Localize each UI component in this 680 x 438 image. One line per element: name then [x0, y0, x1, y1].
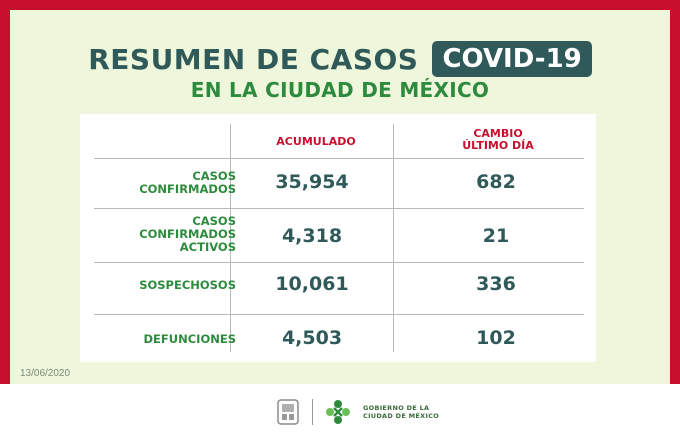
row-label-line: DEFUNCIONES — [143, 332, 236, 346]
column-header-cambio: CAMBIO ÚLTIMO DÍA — [438, 128, 558, 152]
row-label-defunciones: DEFUNCIONES — [144, 333, 236, 346]
row-divider — [94, 158, 584, 159]
cambio-casos-activos: 21 — [482, 225, 510, 247]
column-divider — [393, 124, 394, 352]
acumulado-casos-confirmados: 35,954 — [275, 171, 349, 193]
cambio-sospechosos: 336 — [476, 273, 516, 295]
row-label-sospechosos: SOSPECHOSOS — [139, 279, 236, 292]
column-header-cambio-line2: ÚLTIMO DÍA — [462, 139, 534, 152]
row-label-casos-activos: CASOS CONFIRMADOS ACTIVOS — [139, 215, 236, 254]
infographic-panel: RESUMEN DE CASOS COVID-19 EN LA CIUDAD D… — [10, 10, 670, 384]
row-divider — [94, 208, 584, 209]
cdmx-logo-icon — [326, 400, 350, 424]
column-divider — [230, 124, 231, 352]
cambio-casos-confirmados: 682 — [476, 171, 516, 193]
cases-table: ACUMULADO CAMBIO ÚLTIMO DÍA CASOS CONFIR… — [80, 114, 596, 362]
logo-separator — [312, 399, 313, 425]
row-divider — [94, 262, 584, 263]
report-date: 13/06/2020 — [20, 368, 71, 379]
gov-text-line: GOBIERNO DE LA — [363, 404, 430, 412]
covid-badge: COVID-19 — [432, 41, 592, 77]
row-label-line: CONFIRMADOS — [139, 182, 236, 196]
column-header-acumulado: ACUMULADO — [276, 135, 356, 148]
page-title: RESUMEN DE CASOS — [88, 42, 419, 76]
government-logo-text: GOBIERNO DE LA CIUDAD DE MÉXICO — [363, 404, 439, 420]
title-row: RESUMEN DE CASOS COVID-19 — [10, 40, 670, 78]
cambio-defunciones: 102 — [476, 327, 516, 349]
acumulado-defunciones: 4,503 — [281, 327, 343, 349]
row-label-line: SOSPECHOSOS — [139, 278, 236, 292]
gov-text-line: CIUDAD DE MÉXICO — [363, 412, 440, 420]
row-label-line: CONFIRMADOS — [139, 227, 236, 241]
row-divider — [94, 314, 584, 315]
footer-logos: GOBIERNO DE LA CIUDAD DE MÉXICO — [276, 397, 439, 427]
row-label-line: CASOS — [192, 169, 236, 183]
acumulado-sospechosos: 10,061 — [275, 273, 349, 295]
row-label-line: CASOS — [192, 214, 236, 228]
page-subtitle: EN LA CIUDAD DE MÉXICO — [190, 78, 490, 102]
acumulado-casos-activos: 4,318 — [281, 225, 343, 247]
column-header-cambio-line1: CAMBIO — [473, 127, 523, 140]
row-label-casos-confirmados: CASOS CONFIRMADOS — [139, 170, 236, 196]
row-label-line: ACTIVOS — [179, 240, 236, 254]
coat-of-arms-icon — [277, 399, 299, 425]
